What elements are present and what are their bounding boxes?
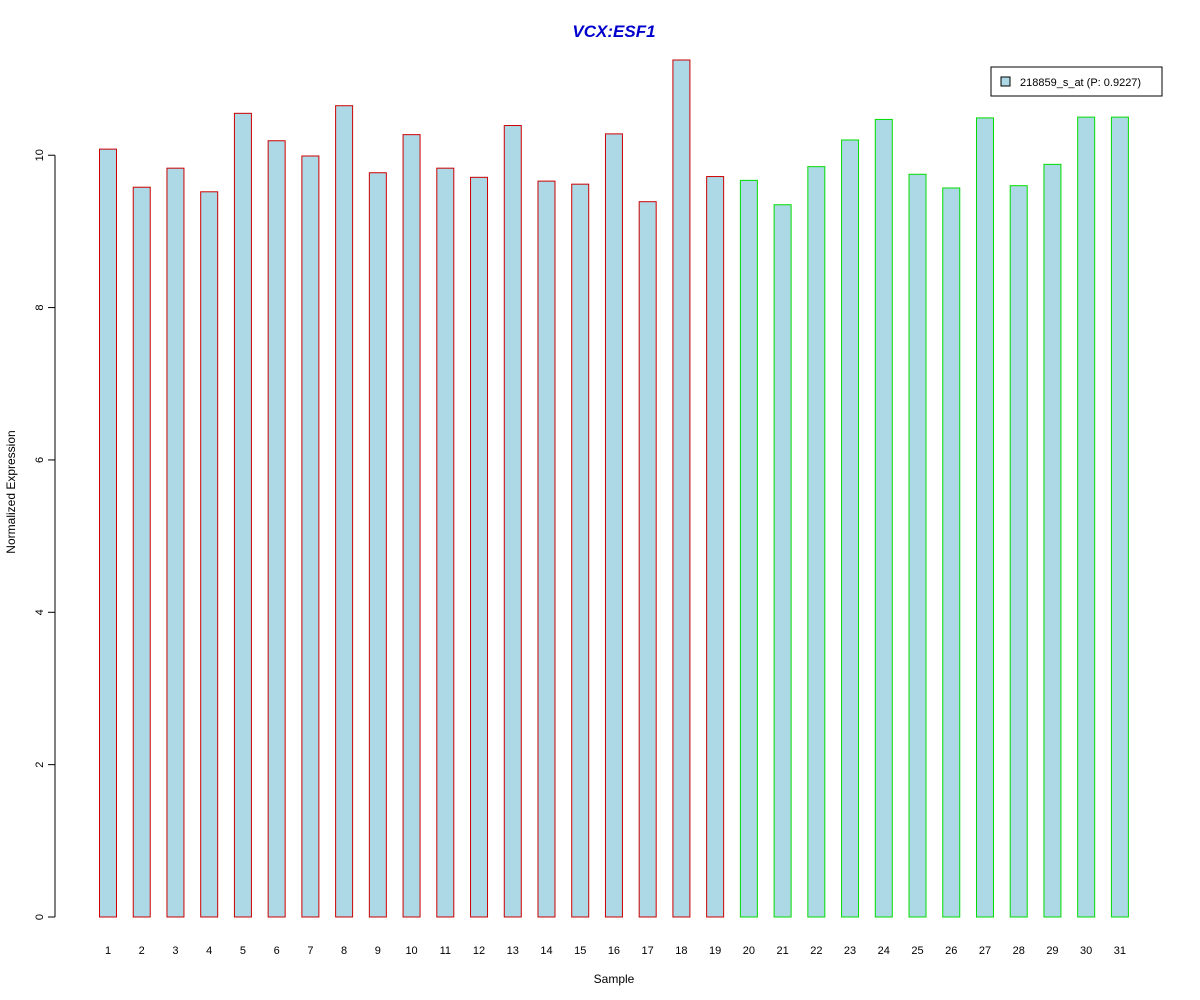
x-tick-label-21: 21	[776, 945, 788, 957]
x-tick-label-20: 20	[743, 945, 755, 957]
x-tick-label-27: 27	[979, 945, 991, 957]
legend: 218859_s_at (P: 0.9227)	[990, 66, 1163, 97]
bar-sample-1	[99, 148, 117, 918]
x-tick-label-11: 11	[440, 945, 451, 957]
bar-sample-19	[706, 176, 725, 918]
legend-box	[990, 66, 1163, 97]
bar-sample-24	[874, 118, 893, 918]
bar-sample-23	[841, 139, 860, 918]
x-tick-label-10: 10	[405, 945, 417, 957]
bar-sample-6	[267, 140, 286, 918]
bar-sample-14	[537, 180, 556, 918]
y-axis: 0 2 4 6 8 10	[34, 149, 56, 920]
x-tick-label-2: 2	[139, 945, 145, 957]
bar-sample-30	[1077, 116, 1096, 918]
bar-sample-22	[807, 166, 826, 918]
x-tick-label-31: 31	[1114, 945, 1126, 957]
x-tick-label-9: 9	[375, 945, 381, 957]
y-tick-label: 0	[34, 914, 46, 920]
bar-sample-11	[436, 167, 455, 918]
x-tick-label-26: 26	[945, 945, 957, 957]
x-tick-label-28: 28	[1013, 945, 1025, 957]
y-tick-label: 10	[34, 149, 46, 161]
x-tick-label-30: 30	[1080, 945, 1092, 957]
bar-sample-13	[503, 125, 522, 918]
bar-sample-31	[1110, 116, 1129, 918]
x-tick-label-17: 17	[642, 945, 654, 957]
bar-sample-20	[739, 179, 758, 918]
legend-swatch	[1000, 76, 1011, 87]
x-tick-label-29: 29	[1046, 945, 1058, 957]
x-tick-label-8: 8	[341, 945, 347, 957]
bar-sample-12	[470, 176, 489, 918]
x-tick-label-16: 16	[608, 945, 620, 957]
x-tick-label-18: 18	[675, 945, 687, 957]
bar-sample-10	[402, 134, 421, 918]
x-tick-label-1: 1	[105, 945, 111, 957]
legend-entry-label: 218859_s_at (P: 0.9227)	[1020, 77, 1141, 89]
y-tick-label: 6	[34, 457, 46, 463]
x-tick-label-14: 14	[540, 945, 552, 957]
bar-sample-16	[604, 133, 623, 918]
bar-sample-5	[233, 112, 252, 918]
bar-sample-29	[1043, 163, 1062, 918]
bar-sample-25	[908, 173, 927, 918]
x-tick-label-6: 6	[274, 945, 280, 957]
y-tick-label: 2	[34, 762, 46, 768]
x-tick-label-12: 12	[473, 945, 485, 957]
x-tick-labels: 1 2 3 4 5 6 7 8 9 10 11 12 13 14 15 16 17 18 19 20 21 22 23 24 2…	[105, 945, 1126, 957]
y-axis-title: Normalized Expression	[4, 430, 18, 553]
x-tick-label-15: 15	[574, 945, 586, 957]
y-tick-label: 4	[34, 609, 46, 615]
bar-sample-8	[335, 105, 354, 918]
chart-title: VCX:ESF1	[572, 22, 655, 41]
bar-sample-18	[672, 59, 691, 918]
y-tick-label: 8	[34, 305, 46, 311]
x-tick-label-19: 19	[709, 945, 721, 957]
x-tick-label-13: 13	[507, 945, 519, 957]
bar-sample-9	[368, 172, 387, 918]
x-tick-label-25: 25	[911, 945, 923, 957]
bar-sample-4	[200, 191, 219, 918]
bar-sample-27	[975, 117, 994, 918]
x-tick-label-7: 7	[307, 945, 313, 957]
bar-sample-2	[132, 186, 151, 918]
bar-sample-28	[1009, 185, 1028, 918]
bar-sample-3	[166, 167, 185, 918]
bar-sample-26	[942, 187, 961, 918]
x-tick-label-5: 5	[240, 945, 246, 957]
bar-sample-15	[571, 183, 590, 918]
bar-sample-21	[773, 204, 792, 918]
x-tick-label-3: 3	[172, 945, 178, 957]
x-tick-label-22: 22	[810, 945, 822, 957]
x-tick-label-4: 4	[206, 945, 212, 957]
x-tick-label-23: 23	[844, 945, 856, 957]
x-axis-title: Sample	[594, 972, 635, 986]
bars-group	[99, 59, 1129, 918]
bar-sample-17	[638, 201, 657, 918]
x-tick-label-24: 24	[878, 945, 890, 957]
bar-sample-7	[301, 155, 320, 918]
